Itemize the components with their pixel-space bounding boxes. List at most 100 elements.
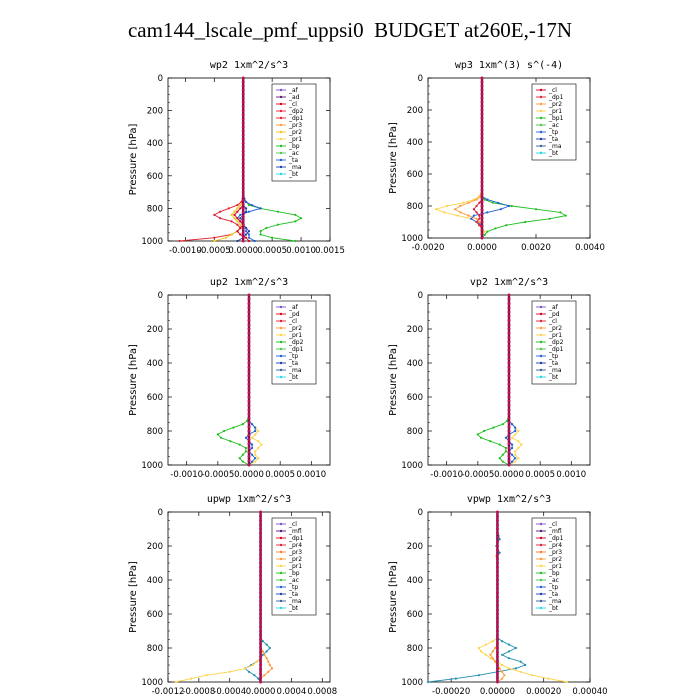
zero-marker [507, 340, 511, 344]
data-point [514, 429, 517, 433]
legend-label: _dp1 [548, 346, 564, 353]
zero-marker [507, 331, 511, 335]
zero-marker [247, 391, 251, 395]
zero-marker [241, 105, 245, 109]
zero-marker [507, 442, 511, 446]
data-point [475, 220, 478, 224]
zero-marker [241, 202, 245, 206]
data-point [233, 217, 236, 220]
data-point [247, 239, 251, 243]
zero-profile [495, 510, 499, 684]
x-tick-label: 0.0008 [307, 687, 337, 697]
zero-marker [495, 646, 499, 650]
y-tick-label: 800 [147, 644, 163, 654]
x-tick-label: -0.0020 [412, 243, 445, 253]
legend: _af_pd_cl_pr2_pr1_dp2_dp1_tp_ta_ma_bt [271, 300, 317, 385]
y-axis-label: Pressure [hPa] [128, 561, 139, 633]
legend-label: _pd [548, 311, 560, 318]
zero-marker [241, 166, 245, 170]
data-point [491, 657, 494, 660]
y-tick-label: 0 [158, 508, 163, 518]
zero-marker [241, 239, 245, 243]
data-point [507, 667, 511, 670]
zero-marker [241, 215, 245, 219]
data-point [517, 429, 520, 433]
zero-marker [507, 387, 511, 390]
zero-marker [480, 236, 484, 240]
zero-marker [495, 663, 499, 667]
zero-marker [507, 438, 511, 441]
zero-marker [259, 519, 263, 522]
data-point [478, 214, 481, 217]
legend-label: _dp2 [548, 339, 564, 346]
data-point [491, 650, 494, 653]
legend-label: _pr2 [288, 325, 302, 332]
data-point [489, 657, 492, 660]
data-point [484, 653, 487, 656]
data-point [478, 217, 481, 220]
series-line [508, 295, 523, 466]
data-point [254, 426, 257, 429]
zero-marker [480, 176, 484, 180]
y-tick-label: 600 [147, 610, 163, 620]
data-point [236, 210, 239, 213]
zero-marker [495, 553, 499, 556]
zero-marker [241, 223, 245, 227]
data-point [475, 204, 478, 208]
legend: _cl_mfl_dp1_pr4_pr3_pr2_pr1_bp_ac_tp_ta_… [271, 517, 317, 616]
data-point [259, 233, 262, 236]
zero-marker [507, 450, 511, 454]
data-point [467, 201, 470, 204]
zero-marker [241, 145, 245, 149]
y-tick-label: 400 [147, 359, 163, 369]
legend-marker [279, 606, 283, 610]
zero-marker [480, 116, 484, 120]
zero-marker [507, 421, 511, 424]
zero-marker [480, 112, 484, 116]
data-point [233, 213, 236, 216]
zero-marker [247, 361, 251, 365]
zero-marker [247, 340, 251, 344]
zero-marker [259, 616, 263, 620]
legend-label: _af [288, 304, 299, 311]
zero-marker [259, 536, 263, 539]
zero-marker [247, 306, 251, 310]
y-tick-label: 800 [407, 202, 423, 212]
legend-marker [279, 102, 283, 106]
data-point [257, 677, 260, 680]
legend-label: _dp1 [288, 115, 304, 122]
data-point [238, 457, 241, 460]
legend-marker [279, 130, 283, 134]
x-tick-label: 0.0000 [494, 470, 524, 480]
data-point [501, 677, 504, 680]
zero-marker [507, 408, 511, 412]
legend-label: _dp2 [288, 108, 304, 115]
legend-label: _tp [548, 584, 558, 591]
zero-marker [241, 170, 245, 174]
x-tick-label: 0.0010 [286, 246, 316, 256]
zero-marker [480, 132, 484, 136]
zero-marker [480, 124, 484, 128]
zero-marker [259, 642, 263, 646]
data-point [239, 233, 242, 236]
data-point [501, 670, 504, 673]
legend-label: _tp [288, 353, 298, 360]
legend-label: _cl [548, 521, 557, 528]
zero-marker [247, 314, 251, 318]
zero-marker [495, 650, 499, 654]
data-point [233, 210, 236, 213]
legend-marker [279, 375, 283, 379]
data-point [255, 660, 258, 663]
legend-label: _pr2 [288, 556, 302, 563]
data-point [514, 460, 517, 463]
zero-marker [259, 527, 263, 531]
legend-label: _bt [288, 605, 299, 612]
legend-label: _ma [288, 367, 302, 374]
legend-label: _pr1 [548, 563, 562, 570]
zero-marker [259, 650, 263, 654]
zero-marker [507, 455, 511, 458]
data-point [257, 457, 260, 460]
legend-label: _ma [548, 598, 562, 605]
zero-marker [507, 399, 511, 403]
data-point [501, 663, 504, 667]
